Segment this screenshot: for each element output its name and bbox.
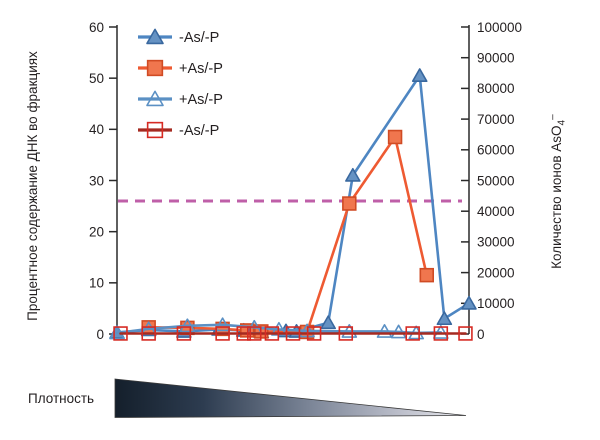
data-point-marker — [461, 295, 477, 310]
data-point-marker — [342, 196, 357, 211]
data-point-marker — [113, 326, 128, 341]
series-1-square-filled — [141, 129, 435, 340]
legend-marker-square-open — [146, 121, 164, 139]
left-axis-tick-label: 50 — [89, 71, 104, 86]
data-point-marker — [214, 317, 231, 332]
legend-item-3: -As/-P — [138, 121, 219, 139]
legend-label: -As/-P — [179, 30, 219, 46]
right-axis-tick-label: 10000 — [477, 296, 515, 311]
data-point-marker — [387, 129, 403, 145]
left-axis-tick-label: 60 — [89, 20, 104, 35]
data-point-marker — [176, 326, 192, 341]
data-point-marker — [338, 326, 354, 341]
data-point-marker — [376, 323, 393, 338]
legend-item-1: +As/-P — [138, 59, 223, 77]
legend: -As/-P +As/-P +As/-P -As/-P — [138, 28, 223, 139]
series-line — [147, 135, 429, 334]
data-point-marker — [215, 326, 230, 341]
right-axis-tick-label: 20000 — [477, 265, 515, 280]
series-line — [115, 74, 471, 334]
right-axis-label: Количество ионов AsO4– — [544, 62, 571, 322]
data-point-marker — [433, 326, 449, 341]
left-axis-tick-label: 0 — [96, 327, 104, 342]
right-axis-label-main: Количество ионов AsO — [548, 125, 564, 269]
legend-item-2: +As/-P — [138, 90, 223, 108]
right-axis-tick-label: 30000 — [477, 235, 515, 250]
data-point-marker — [345, 167, 361, 182]
legend-item-0: -As/-P — [138, 28, 219, 46]
data-point-marker — [141, 326, 156, 341]
right-axis-label-subscript: 4 — [556, 119, 568, 126]
left-axis-tick-label: 30 — [89, 173, 104, 188]
right-axis-tick-label: 90000 — [477, 51, 515, 66]
right-axis-tick-label: 0 — [477, 327, 485, 342]
data-point-marker — [419, 267, 435, 283]
legend-label: -As/-P — [179, 123, 219, 139]
left-axis-tick-label: 20 — [89, 224, 104, 239]
right-axis-tick-label: 100000 — [477, 20, 522, 35]
legend-marker-square-filled — [146, 59, 164, 77]
right-axis-label-superscript: – — [547, 114, 559, 120]
right-axis-tick-label: 50000 — [477, 173, 515, 188]
data-point-marker — [264, 326, 280, 341]
right-axis-tick-label: 40000 — [477, 204, 515, 219]
data-point-marker — [390, 324, 407, 339]
right-axis-tick-label: 80000 — [477, 81, 515, 96]
density-gradient-wedge — [114, 378, 467, 418]
legend-label: +As/-P — [179, 92, 223, 108]
data-point-marker — [247, 326, 262, 341]
legend-marker-triangle-open — [146, 90, 164, 107]
left-axis-tick-label: 40 — [89, 122, 104, 137]
legend-marker-triangle-filled — [146, 28, 164, 45]
legend-label: +As/-P — [179, 61, 223, 77]
left-axis-label: Процентное содержание ДНК во фракциях — [25, 51, 40, 321]
data-point-marker — [179, 318, 196, 333]
data-point-marker — [405, 326, 420, 341]
series-3-square-open — [113, 326, 473, 341]
data-point-marker — [458, 326, 473, 341]
density-axis-label: Плотность — [28, 391, 95, 406]
data-point-marker — [320, 315, 337, 330]
data-point-marker — [411, 68, 428, 83]
right-axis-tick-label: 60000 — [477, 143, 515, 158]
data-point-marker — [436, 311, 453, 326]
data-point-marker — [236, 326, 251, 341]
left-axis-tick-label: 10 — [89, 276, 104, 291]
data-point-marker — [306, 326, 322, 341]
right-axis-tick-label: 70000 — [477, 112, 515, 127]
series-0-triangle-filled — [109, 68, 477, 339]
data-point-marker — [433, 325, 449, 339]
data-point-marker — [285, 326, 301, 341]
